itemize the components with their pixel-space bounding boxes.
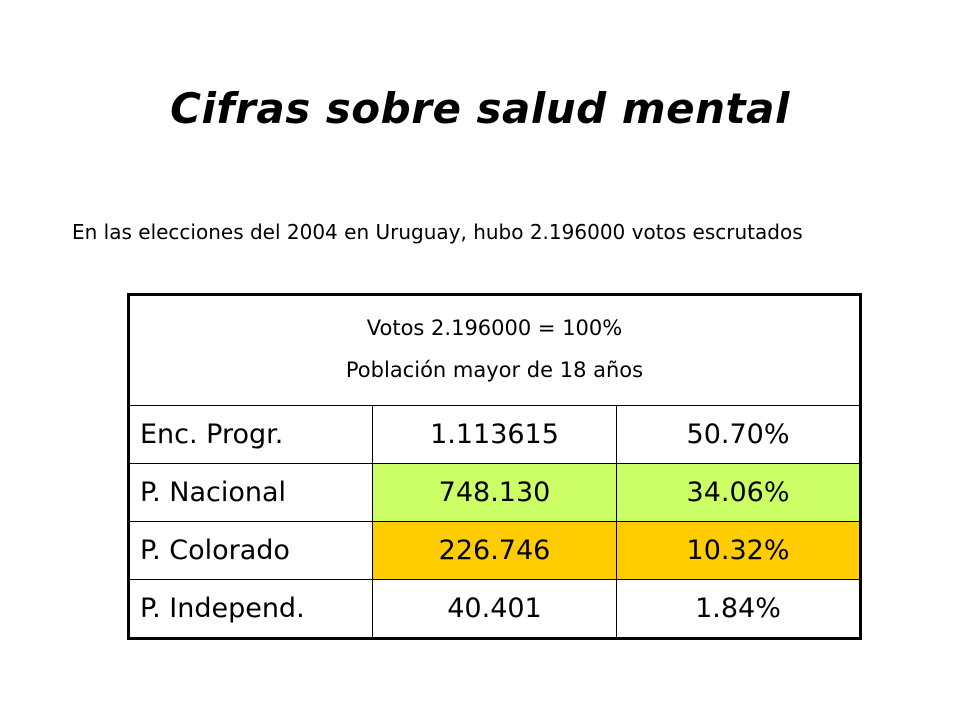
party-name-cell: P. Colorado bbox=[128, 521, 373, 580]
table-row: P. Independ. 40.401 1.84% bbox=[128, 579, 862, 639]
table-row: Enc. Progr. 1.113615 50.70% bbox=[128, 405, 862, 464]
votes-cell: 40.401 bbox=[372, 579, 617, 639]
percent-cell: 34.06% bbox=[615, 463, 862, 522]
percent-cell: 50.70% bbox=[615, 405, 862, 464]
party-name-cell: Enc. Progr. bbox=[128, 405, 373, 464]
party-name-cell: P. Independ. bbox=[128, 579, 373, 639]
table-header-row: Votos 2.196000 = 100% Población mayor de… bbox=[127, 294, 862, 406]
table-header-cell: Votos 2.196000 = 100% Población mayor de… bbox=[127, 294, 862, 406]
percent-cell: 10.32% bbox=[615, 521, 862, 580]
table-row: P. Colorado 226.746 10.32% bbox=[128, 521, 862, 580]
votes-cell: 1.113615 bbox=[372, 405, 617, 464]
party-name-cell: P. Nacional bbox=[128, 463, 373, 522]
table-row: P. Nacional 748.130 34.06% bbox=[128, 463, 862, 522]
votes-table: Votos 2.196000 = 100% Población mayor de… bbox=[127, 293, 863, 640]
header-population: Población mayor de 18 años bbox=[345, 357, 644, 382]
votes-cell: 226.746 bbox=[372, 521, 617, 580]
percent-cell: 1.84% bbox=[615, 579, 862, 639]
votes-cell: 748.130 bbox=[372, 463, 617, 522]
header-total-votes: Votos 2.196000 = 100% bbox=[366, 315, 623, 340]
slide-title: Cifras sobre salud mental bbox=[170, 84, 790, 133]
intro-text: En las elecciones del 2004 en Uruguay, h… bbox=[72, 220, 803, 244]
